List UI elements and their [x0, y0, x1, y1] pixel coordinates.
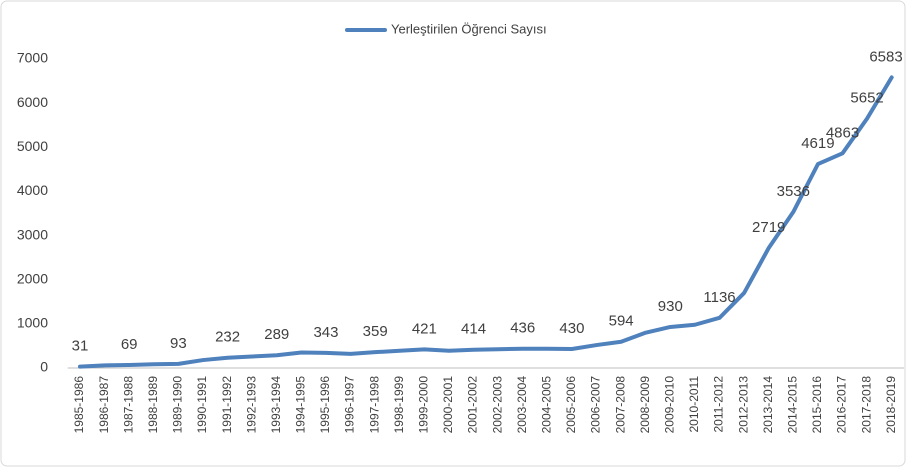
data-label: 31	[72, 338, 89, 355]
x-tick-label: 1988-1989	[146, 376, 160, 434]
data-label: 69	[121, 336, 138, 353]
x-tick-label: 1985-1986	[72, 376, 86, 434]
y-tick-label: 4000	[17, 182, 48, 198]
x-tick-label: 1996-1997	[343, 376, 357, 434]
data-label: 6583	[869, 48, 902, 65]
legend-label: Yerleştirilen Öğrenci Sayısı	[391, 21, 547, 36]
x-tick-label: 2011-2012	[712, 376, 726, 433]
x-tick-label: 2012-2013	[736, 376, 750, 434]
data-label: 430	[559, 320, 584, 337]
x-tick-label: 2016-2017	[835, 376, 849, 434]
data-label: 5652	[850, 89, 883, 106]
y-tick-label: 0	[40, 359, 48, 375]
y-tick-label: 1000	[17, 315, 48, 331]
x-tick-label: 1992-1993	[244, 376, 258, 434]
x-tick-label: 2014-2015	[785, 376, 799, 434]
x-tick-label: 2015-2016	[810, 376, 824, 434]
series-line	[77, 75, 894, 369]
data-label: 930	[658, 298, 683, 315]
x-tick-label: 2007-2008	[613, 376, 627, 434]
data-label: 2719	[752, 219, 785, 236]
x-tick-label: 2000-2001	[441, 376, 455, 434]
y-tick-label: 7000	[17, 50, 48, 66]
x-tick-label: 1994-1995	[294, 376, 308, 434]
data-label: 4619	[801, 135, 834, 152]
x-tick-label: 1995-1996	[318, 376, 332, 434]
x-tick-label: 1993-1994	[269, 376, 283, 434]
data-label: 421	[412, 320, 437, 337]
data-label: 594	[609, 313, 634, 330]
x-tick-label: 2004-2005	[540, 376, 554, 434]
x-tick-label: 2008-2009	[638, 376, 652, 434]
data-label: 359	[363, 323, 388, 340]
data-label: 3536	[777, 183, 810, 200]
x-tick-label: 1989-1990	[171, 376, 185, 434]
x-tick-label: 1998-1999	[392, 376, 406, 434]
data-label: 93	[170, 335, 187, 352]
data-label: 436	[510, 320, 535, 337]
x-tick-label: 1990-1991	[195, 376, 209, 434]
x-tick-label: 1997-1998	[367, 376, 381, 434]
x-tick-label: 2018-2019	[884, 376, 898, 434]
data-label: 1136	[703, 289, 735, 306]
data-label: 232	[215, 329, 240, 346]
x-tick-label: 2005-2006	[564, 376, 578, 434]
x-tick-label: 2017-2018	[859, 376, 873, 434]
y-tick-label: 2000	[17, 270, 48, 286]
x-tick-label: 1986-1987	[97, 376, 111, 434]
x-tick-label: 2010-2011	[687, 376, 701, 433]
x-tick-label: 2001-2002	[466, 376, 480, 434]
data-label: 4863	[826, 124, 859, 141]
x-tick-label: 2006-2007	[589, 376, 603, 434]
x-tick-label: 1999-2000	[417, 376, 431, 434]
y-tick-label: 5000	[17, 138, 48, 154]
x-tick-label: 2002-2003	[490, 376, 504, 434]
data-label: 343	[313, 324, 338, 341]
y-tick-label: 3000	[17, 226, 48, 242]
data-label: 414	[461, 321, 486, 338]
x-tick-label: 2003-2004	[515, 376, 529, 434]
x-tick-label: 2013-2014	[761, 376, 775, 434]
x-tick-label: 1991-1992	[220, 376, 234, 434]
x-tick-label: 2009-2010	[662, 376, 676, 434]
y-tick-label: 6000	[17, 94, 48, 110]
data-label: 289	[264, 326, 289, 343]
x-tick-label: 1987-1988	[121, 376, 135, 434]
